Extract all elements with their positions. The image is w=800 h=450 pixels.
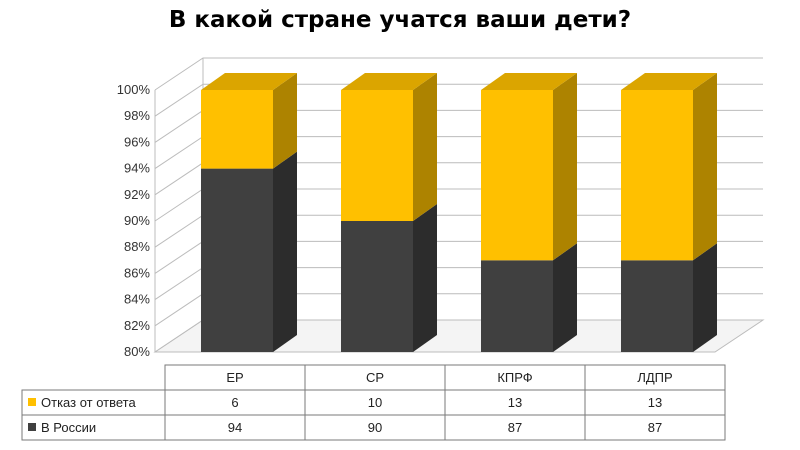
y-tick-label: 96%: [124, 134, 150, 149]
y-tick-label: 86%: [124, 265, 150, 280]
y-tick-label: 82%: [124, 318, 150, 333]
bar-v-rossii-1: [341, 221, 413, 352]
bar-otkaz-3: [621, 90, 693, 261]
table-cell-value: 87: [508, 420, 522, 435]
data-table: ЕР СР КПРФ ЛДПР Отказ от ответа 6 10 13 13 В Росс…: [21, 364, 726, 441]
bars: [201, 73, 717, 352]
bar-otkaz-1-side: [413, 73, 437, 221]
bar-v-rossii-2-side: [553, 243, 577, 352]
table-cell-value: 90: [368, 420, 382, 435]
y-tick-label: 94%: [124, 161, 150, 176]
bar-otkaz-0-side: [273, 73, 297, 169]
chart-title: В какой стране учатся ваши дети?: [169, 7, 631, 33]
bar-otkaz-2: [481, 90, 553, 261]
bar-top-0: [201, 73, 297, 90]
y-tick-label: 92%: [124, 187, 150, 202]
bar-top-2: [481, 73, 577, 90]
y-tick-label: 80%: [124, 344, 150, 359]
bar-v-rossii-0: [201, 168, 273, 352]
x-tick-label: СР: [366, 370, 384, 385]
table-cell-value: 87: [648, 420, 662, 435]
y-axis-ticks: 80% 82% 84% 86% 88% 90% 92% 94% 96% 98% 100%: [117, 82, 151, 359]
legend-label: В России: [41, 420, 96, 435]
bar-v-rossii-3: [621, 260, 693, 352]
table-cell-value: 10: [368, 395, 382, 410]
table-cell-value: 6: [231, 395, 238, 410]
y-tick-label: 84%: [124, 292, 150, 307]
table-cell-value: 13: [508, 395, 522, 410]
gridline: [154, 57, 763, 91]
bar-otkaz-2-side: [553, 73, 577, 261]
table-cell-value: 13: [648, 395, 662, 410]
bar-v-rossii-0-side: [273, 151, 297, 352]
table-cell-value: 94: [228, 420, 242, 435]
x-tick-label: ЛДПР: [637, 370, 672, 385]
bar-otkaz-1: [341, 90, 413, 221]
legend-swatch: [28, 398, 36, 406]
bar-v-rossii-3-side: [693, 243, 717, 352]
x-tick-label: КПРФ: [497, 370, 532, 385]
y-tick-label: 90%: [124, 213, 150, 228]
y-tick-label: 88%: [124, 239, 150, 254]
bar-top-1: [341, 73, 437, 90]
bar-otkaz-0: [201, 90, 273, 169]
x-tick-label: ЕР: [226, 370, 243, 385]
bar-v-rossii-2: [481, 260, 553, 352]
bar-v-rossii-1-side: [413, 204, 437, 352]
y-tick-label: 98%: [124, 108, 150, 123]
y-tick-label: 100%: [117, 82, 151, 97]
bar-top-3: [621, 73, 717, 90]
legend-swatch: [28, 423, 36, 431]
bar-otkaz-3-side: [693, 73, 717, 261]
legend-label: Отказ от ответа: [41, 395, 136, 410]
